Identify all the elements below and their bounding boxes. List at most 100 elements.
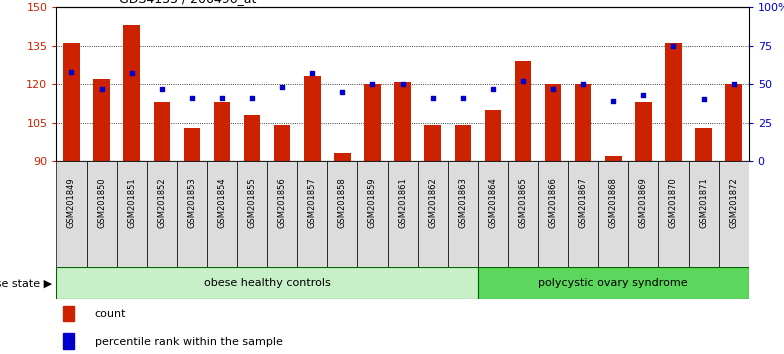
- Text: GSM201853: GSM201853: [187, 177, 197, 228]
- Text: GSM201855: GSM201855: [248, 177, 256, 228]
- Bar: [64, 306, 74, 321]
- Point: [366, 81, 379, 87]
- Bar: [635, 102, 652, 161]
- Point: [125, 70, 138, 76]
- FancyBboxPatch shape: [477, 267, 749, 299]
- Point: [456, 95, 469, 101]
- FancyBboxPatch shape: [147, 161, 177, 267]
- Point: [667, 43, 680, 48]
- FancyBboxPatch shape: [237, 161, 267, 267]
- Bar: [365, 84, 381, 161]
- FancyBboxPatch shape: [56, 267, 477, 299]
- Bar: [183, 128, 200, 161]
- Bar: [605, 156, 622, 161]
- FancyBboxPatch shape: [177, 161, 207, 267]
- Bar: [64, 43, 80, 161]
- Text: GSM201865: GSM201865: [518, 177, 528, 228]
- FancyBboxPatch shape: [568, 161, 598, 267]
- Bar: [154, 102, 170, 161]
- Text: obese healthy controls: obese healthy controls: [204, 278, 331, 288]
- Text: GSM201858: GSM201858: [338, 177, 347, 228]
- Text: GSM201862: GSM201862: [428, 177, 437, 228]
- Text: GSM201854: GSM201854: [217, 177, 227, 228]
- Text: GSM201861: GSM201861: [398, 177, 407, 228]
- Text: GSM201870: GSM201870: [669, 177, 678, 228]
- FancyBboxPatch shape: [418, 161, 448, 267]
- Bar: [695, 128, 712, 161]
- Bar: [304, 76, 321, 161]
- Bar: [455, 125, 471, 161]
- Bar: [64, 333, 74, 348]
- Point: [65, 69, 78, 75]
- Point: [607, 98, 619, 104]
- Point: [546, 86, 559, 92]
- Bar: [725, 84, 742, 161]
- Text: GSM201856: GSM201856: [278, 177, 287, 228]
- Text: GSM201866: GSM201866: [549, 177, 557, 228]
- FancyBboxPatch shape: [56, 161, 86, 267]
- Point: [306, 70, 318, 76]
- Bar: [424, 125, 441, 161]
- Text: percentile rank within the sample: percentile rank within the sample: [95, 337, 282, 347]
- Text: GSM201849: GSM201849: [67, 177, 76, 228]
- FancyBboxPatch shape: [628, 161, 659, 267]
- Text: GSM201850: GSM201850: [97, 177, 106, 228]
- FancyBboxPatch shape: [117, 161, 147, 267]
- FancyBboxPatch shape: [207, 161, 237, 267]
- Bar: [485, 110, 501, 161]
- FancyBboxPatch shape: [508, 161, 538, 267]
- Point: [577, 81, 590, 87]
- Text: GSM201871: GSM201871: [699, 177, 708, 228]
- Bar: [93, 79, 110, 161]
- FancyBboxPatch shape: [688, 161, 719, 267]
- Text: GSM201864: GSM201864: [488, 177, 497, 228]
- Point: [216, 95, 228, 101]
- Point: [276, 84, 289, 90]
- Text: GSM201867: GSM201867: [579, 177, 588, 228]
- FancyBboxPatch shape: [538, 161, 568, 267]
- Point: [396, 81, 408, 87]
- Bar: [394, 81, 411, 161]
- FancyBboxPatch shape: [477, 161, 508, 267]
- FancyBboxPatch shape: [86, 161, 117, 267]
- Bar: [123, 25, 140, 161]
- Text: GSM201857: GSM201857: [308, 177, 317, 228]
- FancyBboxPatch shape: [387, 161, 418, 267]
- Bar: [244, 115, 260, 161]
- Text: disease state ▶: disease state ▶: [0, 278, 53, 288]
- Point: [728, 81, 740, 87]
- Text: GSM201868: GSM201868: [608, 177, 618, 228]
- Text: GSM201852: GSM201852: [158, 177, 166, 228]
- Point: [336, 89, 349, 95]
- Point: [96, 86, 108, 92]
- Bar: [575, 84, 591, 161]
- Point: [155, 86, 168, 92]
- Point: [246, 95, 259, 101]
- FancyBboxPatch shape: [267, 161, 297, 267]
- Point: [697, 97, 710, 102]
- Bar: [665, 43, 682, 161]
- Bar: [515, 61, 532, 161]
- Text: polycystic ovary syndrome: polycystic ovary syndrome: [539, 278, 688, 288]
- Point: [186, 95, 198, 101]
- Bar: [214, 102, 230, 161]
- Point: [637, 92, 650, 98]
- Bar: [274, 125, 290, 161]
- Bar: [334, 153, 350, 161]
- Bar: [545, 84, 561, 161]
- FancyBboxPatch shape: [719, 161, 749, 267]
- Text: GDS4133 / 206496_at: GDS4133 / 206496_at: [119, 0, 256, 5]
- FancyBboxPatch shape: [328, 161, 358, 267]
- Text: GSM201869: GSM201869: [639, 177, 648, 228]
- Text: GSM201851: GSM201851: [127, 177, 136, 228]
- FancyBboxPatch shape: [358, 161, 387, 267]
- Point: [517, 78, 529, 84]
- FancyBboxPatch shape: [448, 161, 477, 267]
- Point: [426, 95, 439, 101]
- Text: GSM201863: GSM201863: [459, 177, 467, 228]
- Text: GSM201859: GSM201859: [368, 177, 377, 228]
- Point: [487, 86, 499, 92]
- FancyBboxPatch shape: [598, 161, 628, 267]
- FancyBboxPatch shape: [297, 161, 328, 267]
- Text: count: count: [95, 309, 126, 320]
